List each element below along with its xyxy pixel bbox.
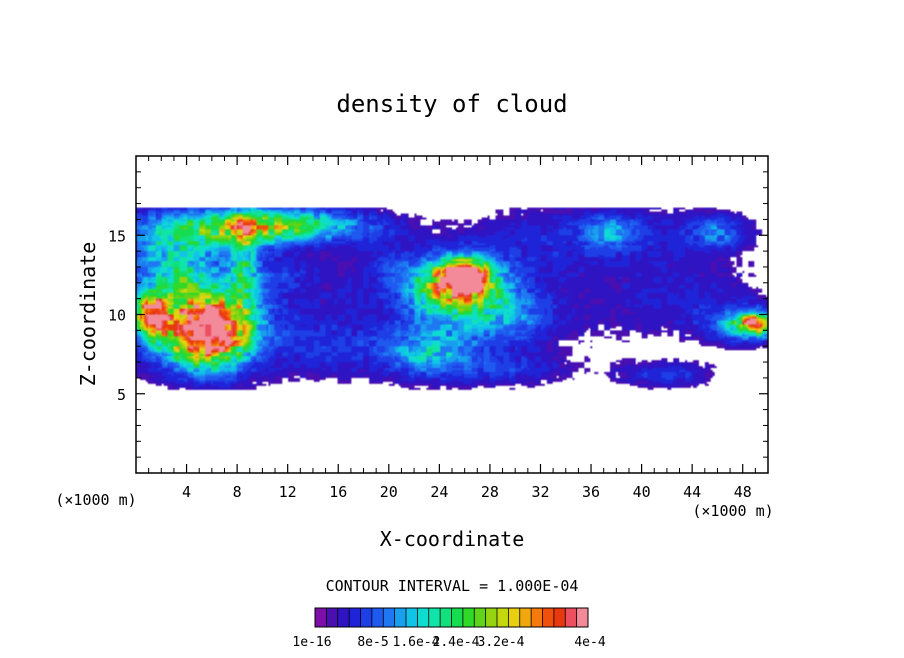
colorbar-swatch-17 — [508, 608, 521, 627]
x-axis-ticks: 4 8 12 16 20 24 28 32 36 40 44 48 — [148, 156, 756, 501]
colorbar-swatch-15 — [485, 608, 498, 627]
colorbar-swatch-6 — [383, 608, 395, 627]
y-tick-label-0: 5 — [117, 386, 126, 404]
y-tick-label-2: 15 — [108, 227, 126, 245]
chart-title: density of cloud — [336, 90, 567, 118]
x-tick-label-6: 28 — [481, 483, 499, 501]
x-tick-label-2: 12 — [279, 483, 297, 501]
colorbar-swatch-16 — [497, 608, 509, 627]
x-tick-label-4: 20 — [380, 483, 398, 501]
colorbar-label-4: 3.2e-4 — [478, 635, 525, 650]
x-unit-left: (×1000 m) — [55, 491, 136, 509]
colorbar-swatch-11 — [440, 608, 452, 627]
x-tick-label-9: 40 — [633, 483, 651, 501]
colorbar-swatch-20 — [542, 608, 555, 627]
colorbar-swatch-13 — [462, 608, 475, 627]
colorbar-swatch-14 — [474, 608, 486, 627]
colorbar-swatch-10 — [428, 608, 441, 627]
colorbar-swatch-12 — [451, 608, 464, 627]
colorbar-swatch-8 — [406, 608, 418, 627]
colorbar-swatch-5 — [371, 608, 384, 627]
y-axis-label: Z-coordinate — [76, 242, 100, 387]
x-axis-label: X-coordinate — [380, 527, 525, 551]
contour-interval-text: CONTOUR INTERVAL = 1.000E-04 — [326, 577, 579, 595]
x-tick-label-7: 32 — [531, 483, 549, 501]
cloud-density-heatmap — [136, 156, 768, 473]
colorbar-swatch-9 — [417, 608, 430, 627]
x-tick-label-11: 48 — [734, 483, 752, 501]
x-unit-right: (×1000 m) — [692, 502, 773, 520]
colorbar-swatch-1 — [326, 608, 339, 627]
colorbar-swatch-18 — [519, 608, 532, 627]
colorbar-swatch-3 — [349, 608, 361, 627]
colorbar-swatch-19 — [531, 608, 543, 627]
colorbar-swatch-21 — [553, 608, 566, 627]
colorbar — [314, 607, 589, 628]
colorbar-labels: 1e-16 8e-5 1.6e-42.4e-43.2e-4 4e-4 — [292, 635, 605, 650]
y-tick-label-1: 10 — [108, 307, 126, 325]
x-tick-label-3: 16 — [329, 483, 347, 501]
x-tick-label-0: 4 — [182, 483, 191, 501]
colorbar-frame — [314, 607, 589, 628]
colorbar-label-0: 1e-16 — [292, 635, 331, 650]
colorbar-swatch-2 — [337, 608, 350, 627]
x-tick-label-10: 44 — [683, 483, 701, 501]
colorbar-label-3: 2.4e-4 — [433, 635, 480, 650]
colorbar-label-5: 4e-4 — [574, 635, 605, 650]
colorbar-swatch-23 — [576, 608, 589, 627]
colorbar-swatch-22 — [565, 608, 577, 627]
colorbar-swatch-0 — [315, 608, 327, 627]
colorbar-label-2: 1.6e-4 — [393, 635, 440, 650]
x-tick-label-1: 8 — [233, 483, 242, 501]
x-tick-label-5: 24 — [430, 483, 448, 501]
colorbar-label-1: 8e-5 — [357, 635, 388, 650]
colorbar-swatch-4 — [360, 608, 373, 627]
colorbar-swatch-7 — [394, 608, 407, 627]
y-axis-ticks: 5 10 15 — [108, 171, 768, 458]
x-tick-label-8: 36 — [582, 483, 600, 501]
